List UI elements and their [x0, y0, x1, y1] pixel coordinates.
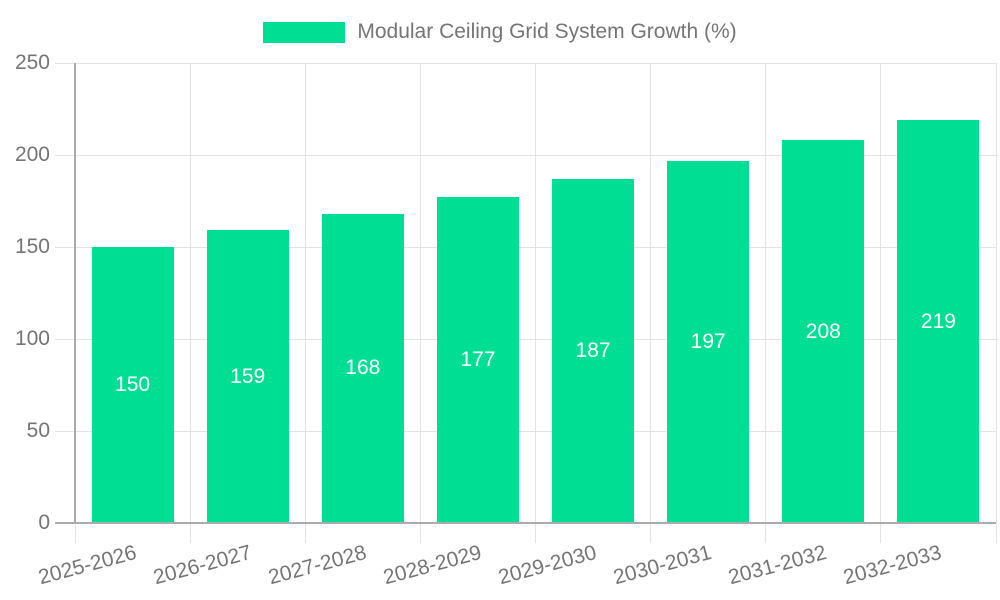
x-gridline: [189, 63, 191, 543]
bar-value-label: 219: [920, 309, 956, 333]
bar[interactable]: [436, 197, 519, 523]
y-gridline: [55, 246, 996, 248]
x-gridline: [304, 63, 306, 543]
legend-label: Modular Ceiling Grid System Growth (%): [357, 20, 737, 43]
bar[interactable]: [897, 120, 980, 523]
bar[interactable]: [782, 140, 865, 523]
y-axis-tick-label: 200: [14, 143, 50, 166]
bar-value-label: 177: [460, 348, 496, 372]
bar[interactable]: [206, 230, 289, 523]
bar-value-label: 208: [805, 319, 841, 343]
x-gridline: [880, 63, 882, 543]
y-axis-tick-label: 100: [14, 327, 50, 350]
x-axis-line: [55, 522, 996, 524]
y-axis-line: [74, 63, 76, 523]
y-axis-tick-label: 0: [38, 511, 50, 534]
chart-legend[interactable]: Modular Ceiling Grid System Growth (%): [0, 20, 1000, 44]
y-gridline: [55, 430, 996, 432]
x-gridline: [995, 63, 997, 543]
x-gridline: [650, 63, 652, 543]
bar-value-label: 159: [230, 364, 266, 388]
y-gridline: [55, 338, 996, 340]
bar-value-label: 197: [690, 329, 726, 353]
y-gridline: [55, 154, 996, 156]
y-axis-tick-label: 250: [14, 51, 50, 74]
y-axis-tick-label: 150: [14, 235, 50, 258]
bar[interactable]: [667, 160, 750, 523]
y-axis-tick-label: 50: [26, 419, 50, 442]
bar[interactable]: [552, 178, 635, 523]
bar-value-label: 168: [345, 356, 381, 380]
bar[interactable]: [321, 213, 404, 523]
bar[interactable]: [91, 247, 174, 523]
legend-swatch: [263, 21, 346, 43]
x-gridline: [535, 63, 536, 543]
y-gridline: [55, 62, 996, 64]
bar-value-label: 187: [575, 338, 611, 362]
bar-value-label: 150: [115, 373, 151, 396]
x-gridline: [765, 63, 767, 543]
x-gridline: [419, 63, 421, 543]
